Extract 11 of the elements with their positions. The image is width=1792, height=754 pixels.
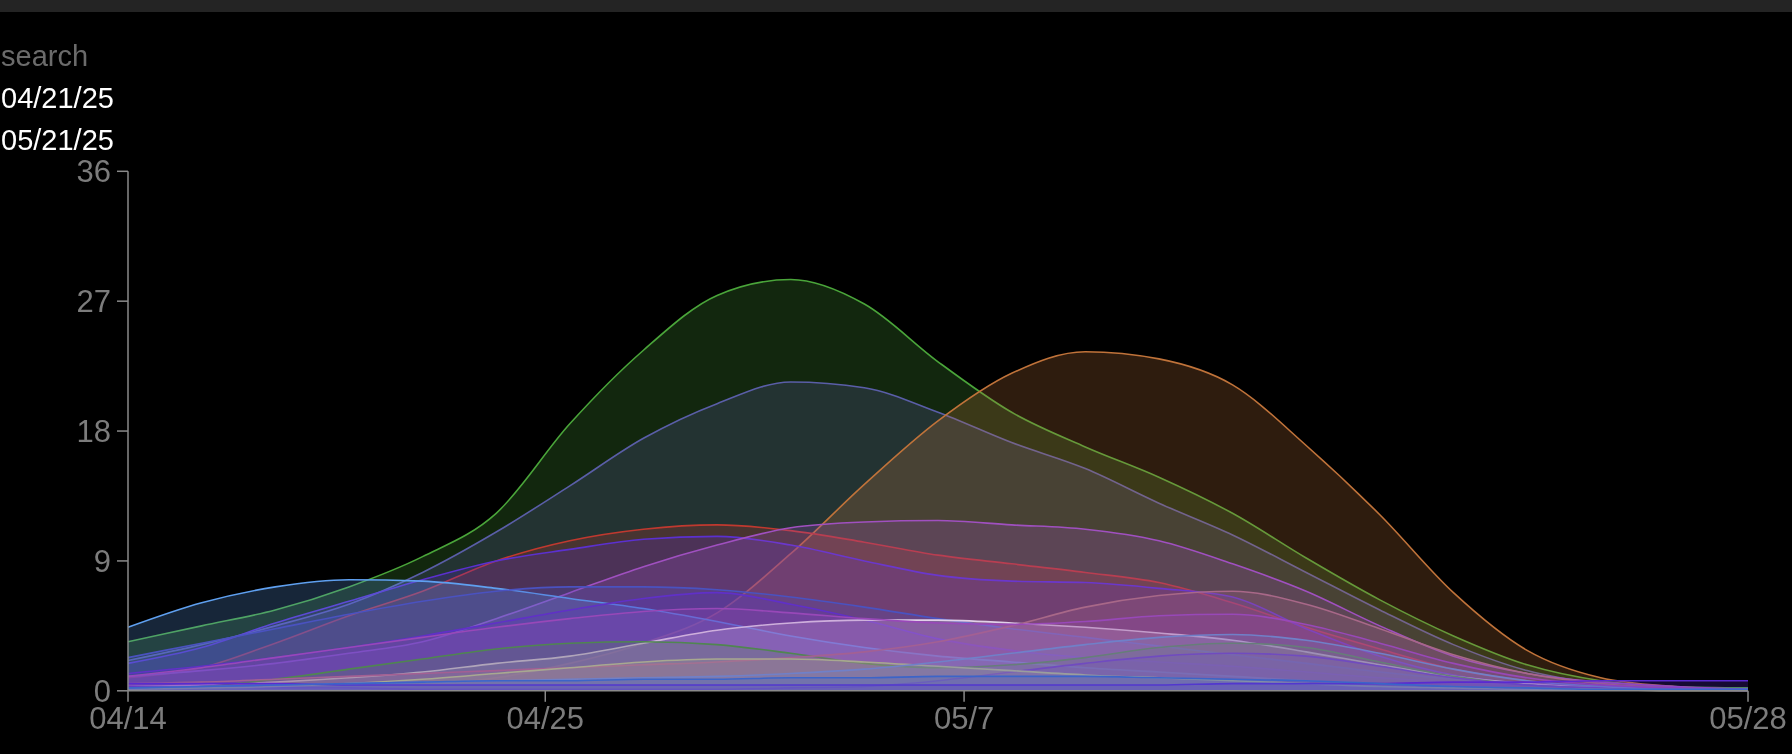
y-tick-label: 27 [76,284,111,320]
y-tick-label: 18 [76,413,111,449]
y-tick-label: 36 [76,154,111,190]
x-tick-label: 05/28 [1709,701,1787,736]
text: search [1,40,89,72]
y-tick-label: 9 [93,543,111,579]
x-tick-label: 05/7 [933,701,995,736]
text: 04/21/25 [1,82,114,114]
text: 05/21/25 [1,124,114,156]
x-tick-label: 04/25 [506,701,585,736]
x-tick-label: 04/14 [89,701,167,736]
